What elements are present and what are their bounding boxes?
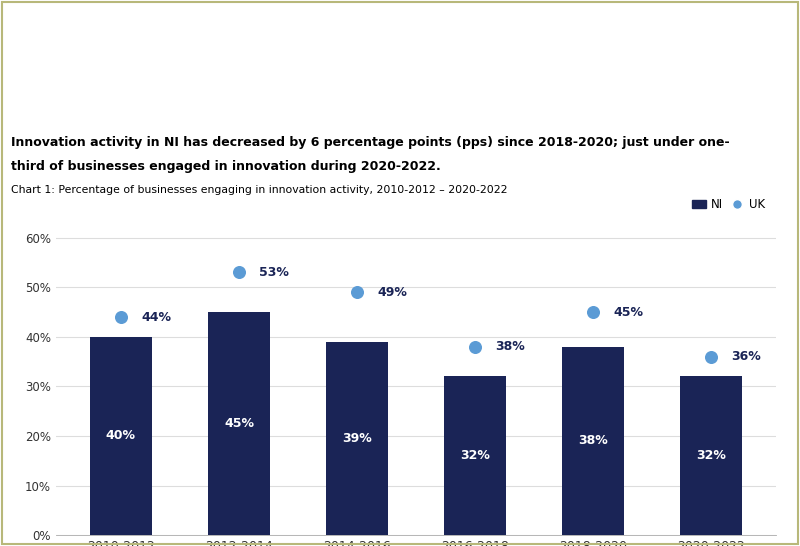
Text: third of businesses engaged in innovation during 2020-2022.: third of businesses engaged in innovatio…: [11, 159, 441, 173]
Bar: [208, 312, 270, 535]
Text: 53%: 53%: [259, 266, 289, 279]
Text: 49%: 49%: [377, 286, 407, 299]
Legend: NI, UK: NI, UK: [687, 193, 770, 216]
Bar: [90, 337, 152, 535]
Text: 36%: 36%: [731, 350, 761, 363]
Text: Business Innovation Activity in Northern Ireland: Business Innovation Activity in Northern…: [10, 32, 668, 56]
Bar: [444, 377, 506, 535]
Text: 32%: 32%: [696, 449, 726, 462]
Text: 45%: 45%: [224, 417, 254, 430]
Text: 45%: 45%: [613, 306, 643, 318]
Point: [114, 313, 127, 322]
Point: [469, 342, 482, 351]
Point: [586, 308, 599, 317]
Point: [350, 288, 363, 296]
Point: [705, 352, 718, 361]
Text: 40%: 40%: [106, 430, 136, 442]
Bar: [680, 377, 742, 535]
Text: Innovation activity in NI has decreased by 6 percentage points (pps) since 2018-: Innovation activity in NI has decreased …: [11, 136, 730, 149]
Text: Chart 1: Percentage of businesses engaging in innovation activity, 2010-2012 – 2: Chart 1: Percentage of businesses engagi…: [11, 186, 508, 195]
Text: 44%: 44%: [141, 311, 171, 324]
Point: [233, 268, 246, 277]
Bar: [562, 347, 624, 535]
Bar: [326, 342, 388, 535]
Text: 38%: 38%: [495, 340, 525, 353]
Text: Statistical bulletin: Statistical bulletin: [676, 4, 788, 17]
Text: 39%: 39%: [342, 432, 372, 445]
Text: 38%: 38%: [578, 435, 608, 447]
Text: NI statistics from the UK Innovation Survey (2023), covering the period 2020-202: NI statistics from the UK Innovation Sur…: [141, 104, 659, 117]
Text: 32%: 32%: [460, 449, 490, 462]
